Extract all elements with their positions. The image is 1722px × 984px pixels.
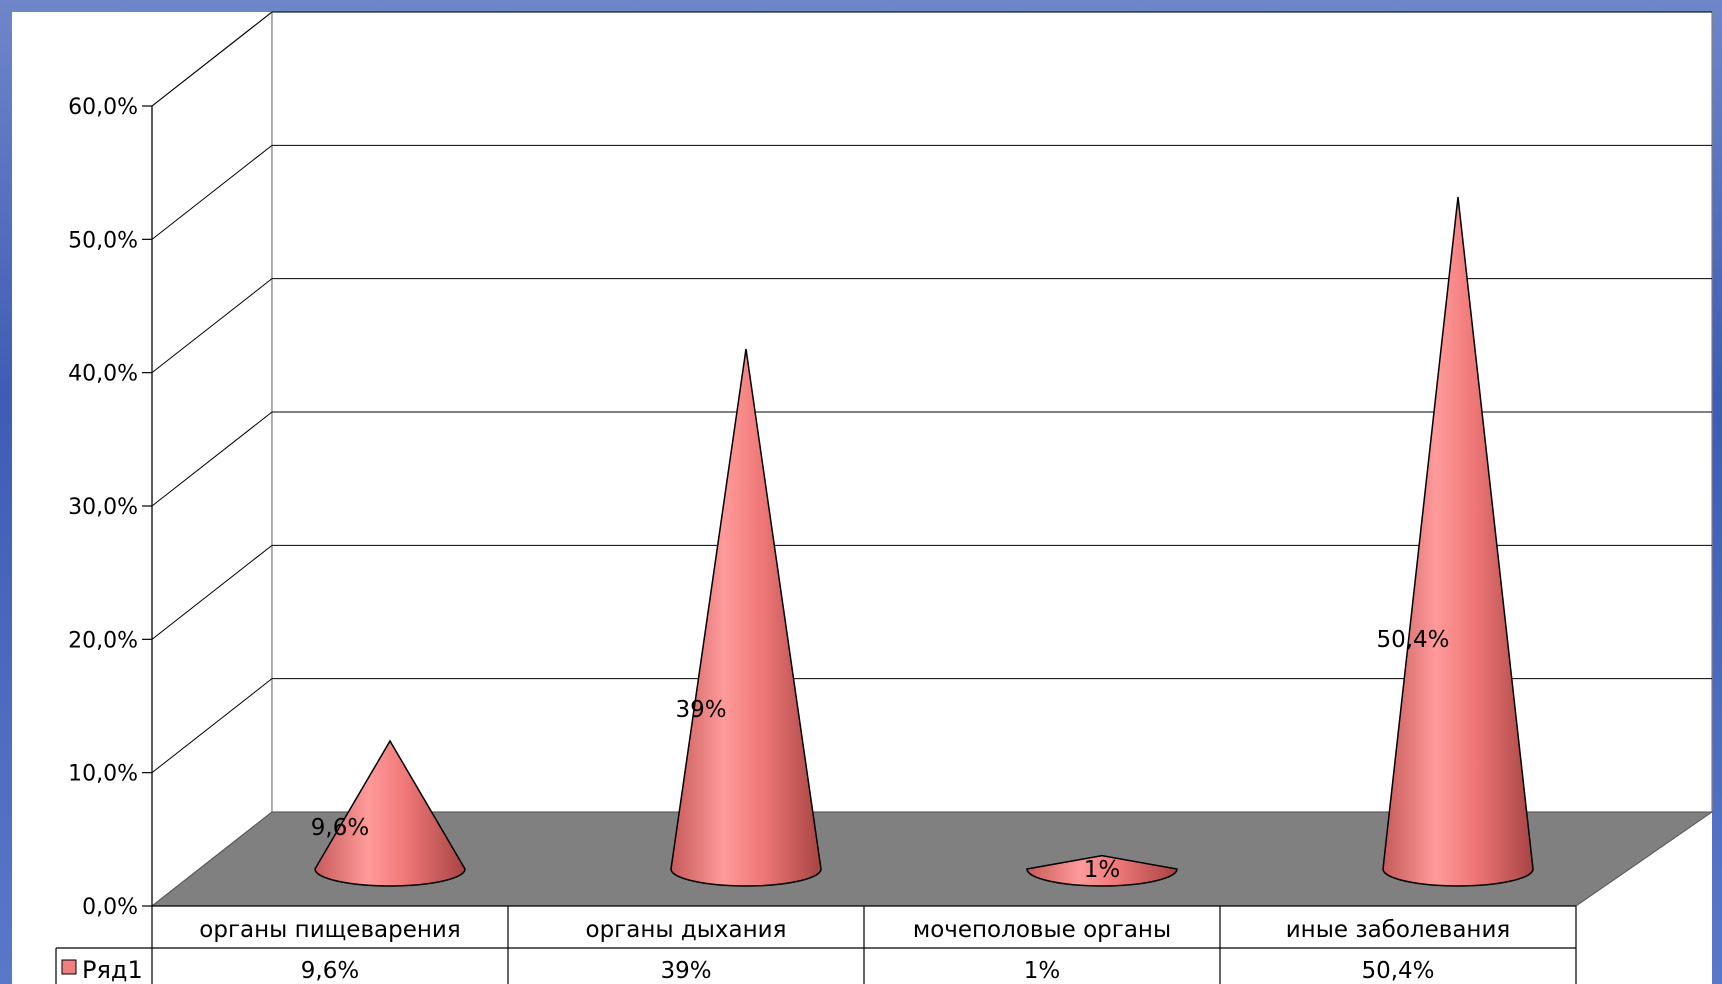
table-value: 50,4%	[1361, 958, 1434, 984]
gridline-side	[151, 678, 273, 774]
cone	[1026, 854, 1178, 887]
y-tick-label: 30,0%	[68, 495, 138, 520]
y-tick-label: 10,0%	[68, 762, 138, 787]
y-tick-label: 20,0%	[68, 628, 138, 653]
cone	[670, 348, 822, 887]
data-label: 1%	[1084, 857, 1121, 883]
data-label: 39%	[675, 697, 726, 723]
gridline-side	[151, 411, 273, 507]
category-label: органы пищеварения	[199, 917, 460, 943]
data-labels: 9,6% 39% 1% 50,4%	[311, 627, 1450, 883]
y-tick-label: 0,0%	[82, 895, 138, 920]
data-label: 50,4%	[1376, 627, 1449, 653]
cone	[1382, 196, 1534, 887]
y-tick-label: 50,0%	[68, 228, 138, 253]
category-label: органы дыхания	[586, 917, 787, 943]
category-label: иные заболевания	[1286, 917, 1511, 943]
data-label: 9,6%	[311, 815, 369, 841]
cone	[314, 739, 466, 887]
y-tick-label: 40,0%	[68, 362, 138, 387]
gridline-side	[151, 278, 273, 374]
table-value: 1%	[1024, 958, 1061, 984]
gridline-side	[151, 544, 273, 640]
data-table: органы пищеварения 9,6% органы дыхания 39% м…	[55, 905, 1577, 984]
table-value: 39%	[660, 958, 711, 984]
y-axis: 0,0% 10,0% 20,0% 30,0% 40,0% 50,0% 60,0%	[68, 95, 153, 920]
gridline-side	[151, 11, 273, 107]
cones	[314, 196, 1534, 887]
y-tick-label: 60,0%	[68, 95, 138, 120]
table-value: 9,6%	[301, 958, 359, 984]
legend-swatch	[61, 959, 77, 975]
legend-label: Ряд1	[82, 956, 143, 984]
category-label: мочеполовые органы	[913, 917, 1171, 943]
gridline-side	[151, 144, 273, 240]
